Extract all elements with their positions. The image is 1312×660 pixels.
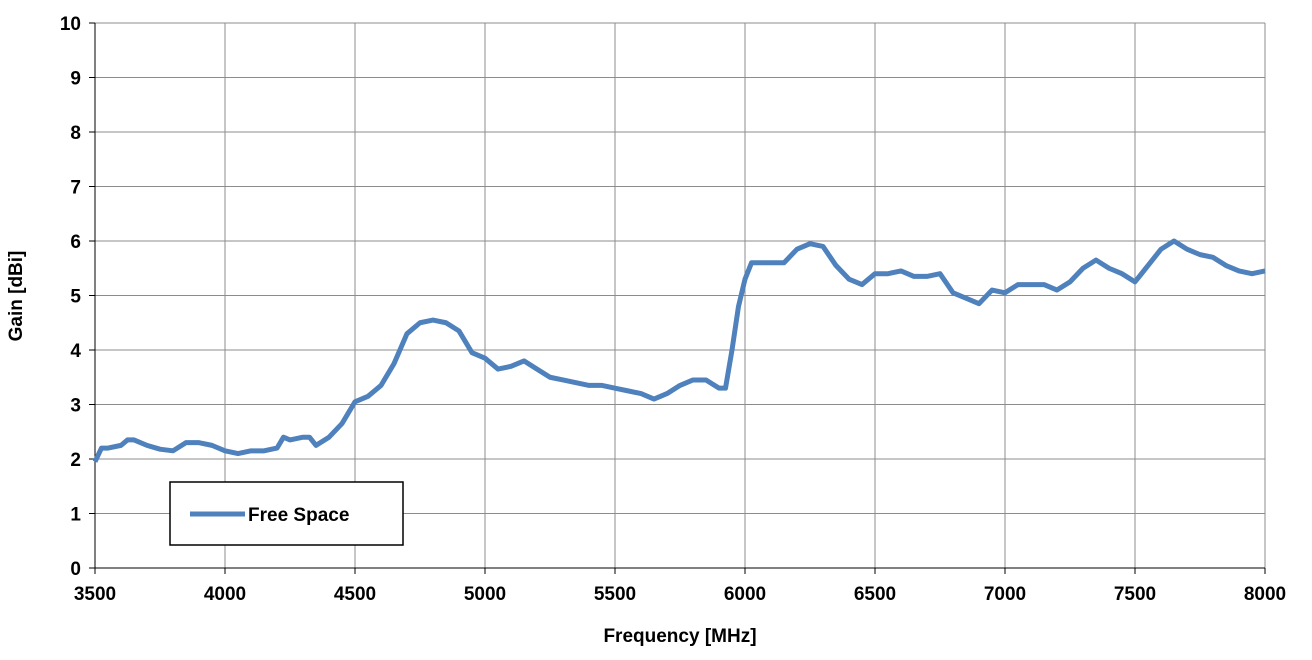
y-tick-label: 6 — [70, 232, 81, 253]
x-tick-label: 5000 — [464, 584, 506, 605]
y-tick-label: 10 — [60, 14, 81, 35]
y-tick-label: 4 — [70, 341, 81, 362]
y-tick-label: 7 — [70, 178, 81, 199]
y-tick-label: 0 — [70, 559, 81, 580]
y-tick-label: 2 — [70, 450, 81, 471]
y-tick-label: 1 — [70, 505, 81, 526]
y-axis-title: Gain [dBi] — [6, 251, 27, 342]
y-tick-label: 5 — [70, 287, 81, 308]
x-tick-label: 7000 — [984, 584, 1026, 605]
x-tick-label: 7500 — [1114, 584, 1156, 605]
legend-label: Free Space — [248, 505, 349, 526]
y-tick-label: 8 — [70, 123, 81, 144]
y-tick-label: 3 — [70, 396, 81, 417]
x-tick-label: 4000 — [204, 584, 246, 605]
x-tick-label: 3500 — [74, 584, 116, 605]
x-tick-label: 6500 — [854, 584, 896, 605]
x-tick-label: 5500 — [594, 584, 636, 605]
x-tick-label: 8000 — [1244, 584, 1286, 605]
y-tick-label: 9 — [70, 69, 81, 90]
x-tick-label: 6000 — [724, 584, 766, 605]
x-axis-title: Frequency [MHz] — [603, 626, 756, 647]
data-line — [92, 238, 1266, 463]
x-tick-label: 4500 — [334, 584, 376, 605]
